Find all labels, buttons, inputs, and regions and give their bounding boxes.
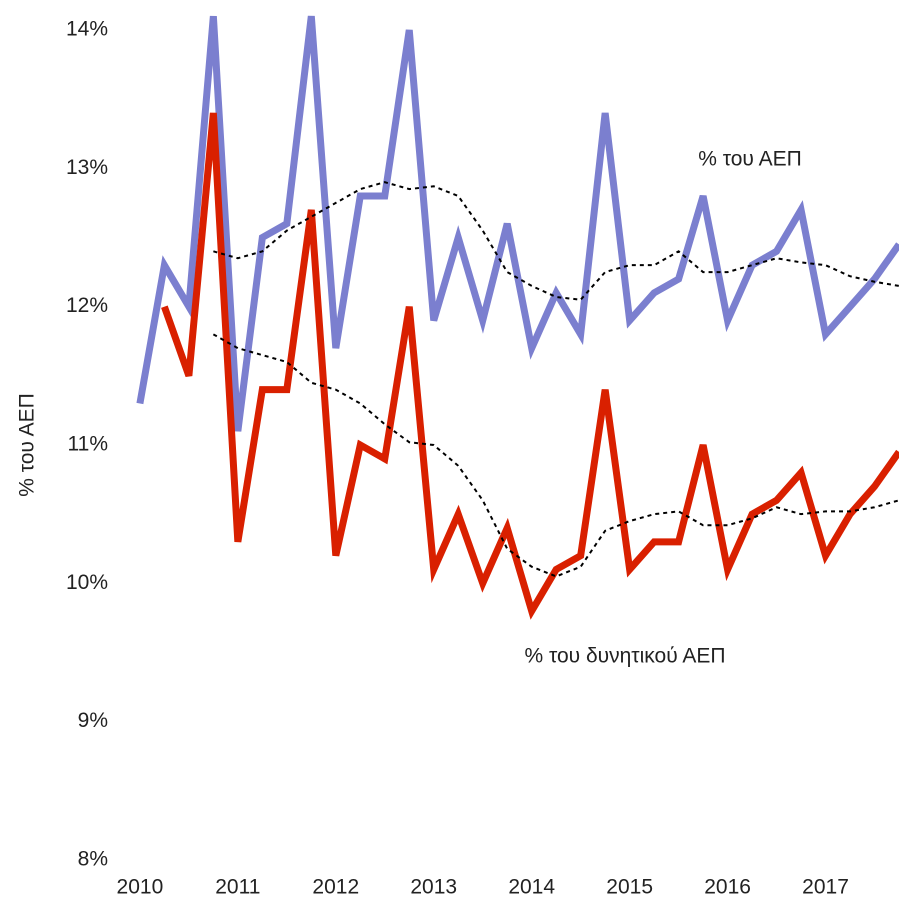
x-tick-label: 2017 xyxy=(802,876,849,899)
y-tick-label: 13% xyxy=(66,156,108,179)
x-tick-label: 2014 xyxy=(508,876,555,899)
y-tick-label: 10% xyxy=(66,571,108,594)
y-tick-label: 11% xyxy=(68,433,108,456)
x-tick-label: 2016 xyxy=(704,876,751,899)
x-tick-label: 2015 xyxy=(606,876,653,899)
line xyxy=(136,15,899,432)
line xyxy=(212,333,899,578)
series-label: % του ΑΕΠ xyxy=(698,148,802,171)
x-tick-label: 2010 xyxy=(117,876,164,899)
x-tick-label: 2013 xyxy=(410,876,457,899)
y-axis-label: % του ΑΕΠ xyxy=(16,393,39,497)
x-tick-label: 2011 xyxy=(215,876,260,899)
y-tick-label: 12% xyxy=(66,294,108,317)
series-label: % του δυνητικού ΑΕΠ xyxy=(524,645,725,668)
line xyxy=(213,181,899,301)
y-tick-label: 14% xyxy=(66,18,108,41)
x-tick-label: 2012 xyxy=(312,876,359,899)
y-tick-label: 8% xyxy=(78,848,108,871)
line xyxy=(161,112,899,620)
y-tick-label: 9% xyxy=(78,709,108,732)
